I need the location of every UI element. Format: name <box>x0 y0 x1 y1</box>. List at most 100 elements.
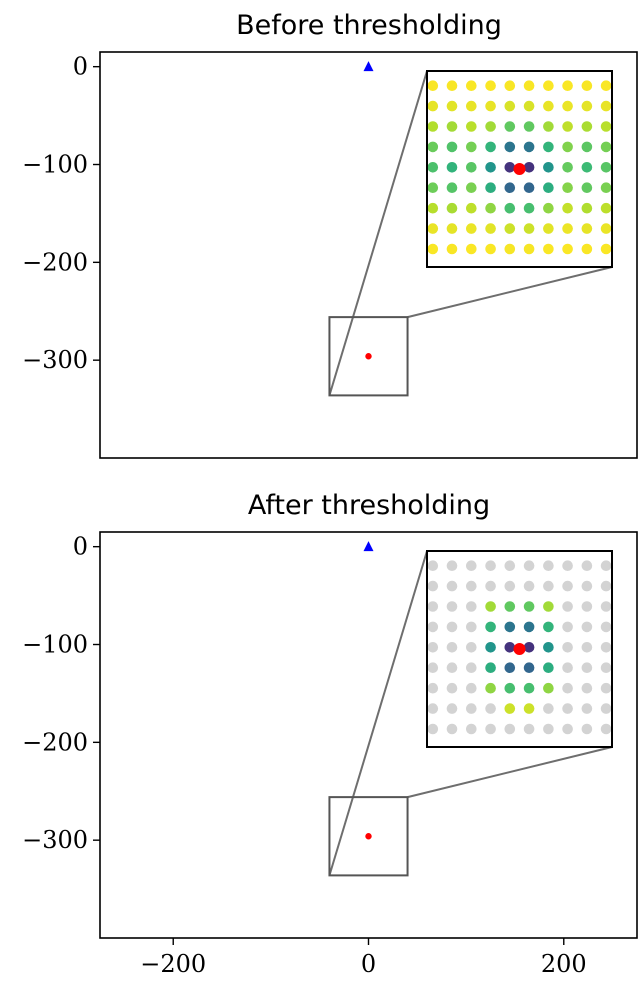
plot-frame <box>99 51 638 459</box>
inset-point <box>581 100 593 112</box>
inset-point <box>581 723 593 735</box>
inset-point <box>581 162 593 173</box>
inset-point <box>523 80 535 91</box>
inset-point <box>523 162 535 173</box>
zoom-connector-line <box>407 266 613 319</box>
zoom-connector-line <box>407 746 613 799</box>
inset-point <box>523 223 535 234</box>
inset-point <box>446 121 458 132</box>
inset-point <box>543 141 554 153</box>
inset-point <box>600 202 612 214</box>
inset-point <box>562 100 573 112</box>
zoom-inset <box>328 550 613 877</box>
inset-point <box>466 601 477 612</box>
inset-point <box>523 601 535 612</box>
zoom-connector-line <box>328 550 428 876</box>
inset-point <box>504 80 516 91</box>
inset-point <box>562 703 573 714</box>
inset-point <box>523 621 535 633</box>
inset-point <box>504 723 516 735</box>
inset-point <box>523 642 535 653</box>
inset-point <box>600 560 612 571</box>
inset-point <box>446 243 458 255</box>
y-tick-label: −100 <box>22 151 88 179</box>
inset-point <box>562 121 573 132</box>
inset-point <box>466 682 477 694</box>
inset-point <box>581 703 593 714</box>
inset-point <box>581 202 593 214</box>
inset-point <box>446 182 458 193</box>
inset-point <box>504 243 516 255</box>
inset-point <box>466 162 477 173</box>
inset-point <box>523 662 535 673</box>
inset-point <box>446 703 458 714</box>
inset-point <box>446 80 458 91</box>
inset-point <box>446 621 458 633</box>
inset-point <box>600 141 612 153</box>
inset-point <box>427 141 439 153</box>
inset-point <box>427 162 439 173</box>
inset-point <box>543 223 554 234</box>
x-tick-label: 0 <box>361 950 376 978</box>
zoom-inset <box>328 70 613 397</box>
inset-point <box>446 560 458 571</box>
inset-point <box>466 560 477 571</box>
inset-frame <box>426 70 613 268</box>
inset-point <box>543 162 554 173</box>
y-tick-label: −200 <box>22 248 88 276</box>
inset-point <box>600 580 612 592</box>
inset-point <box>446 662 458 673</box>
inset-point <box>562 723 573 735</box>
inset-point <box>562 580 573 592</box>
inset-point <box>427 243 439 255</box>
inset-point <box>466 223 477 234</box>
x-tick-label: −200 <box>140 950 206 978</box>
inset-point <box>466 580 477 592</box>
inset-point <box>446 162 458 173</box>
inset-point <box>600 682 612 694</box>
inset-point <box>562 621 573 633</box>
inset-point <box>543 560 554 571</box>
inset-point <box>466 662 477 673</box>
inset-point <box>523 243 535 255</box>
inset-point <box>427 601 439 612</box>
inset-point <box>600 723 612 735</box>
inset-point <box>562 80 573 91</box>
inset-point <box>600 223 612 234</box>
y-tick-label: 0 <box>73 53 88 81</box>
inset-point <box>504 202 516 214</box>
inset-point <box>562 223 573 234</box>
inset-point <box>600 100 612 112</box>
inset-point <box>543 662 554 673</box>
x-axis: −200 0 200 <box>140 938 587 978</box>
inset-point <box>523 723 535 735</box>
inset-point <box>523 703 535 714</box>
inset-point <box>504 121 516 132</box>
inset-point <box>466 141 477 153</box>
inset-point <box>466 121 477 132</box>
inset-point <box>581 580 593 592</box>
inset-point <box>523 182 535 193</box>
inset-point <box>446 642 458 653</box>
inset-point <box>504 182 516 193</box>
inset-point <box>485 80 496 91</box>
inset-point <box>485 723 496 735</box>
inset-point <box>466 621 477 633</box>
inset-point <box>581 141 593 153</box>
inset-point <box>466 642 477 653</box>
inset-point <box>600 601 612 612</box>
inset-point <box>543 580 554 592</box>
panel-before: Before thresholding 0 −100 −200 −300 <box>22 10 638 459</box>
inset-point <box>581 601 593 612</box>
inset-point <box>543 121 554 132</box>
inset-point <box>581 621 593 633</box>
inset-point <box>446 100 458 112</box>
inset-point <box>600 703 612 714</box>
inset-point <box>504 100 516 112</box>
inset-point <box>600 642 612 653</box>
chart-title: Before thresholding <box>236 10 502 41</box>
zoom-connector-line <box>328 70 428 396</box>
inset-bright-spot <box>513 163 526 175</box>
inset-point <box>504 662 516 673</box>
inset-point <box>581 223 593 234</box>
